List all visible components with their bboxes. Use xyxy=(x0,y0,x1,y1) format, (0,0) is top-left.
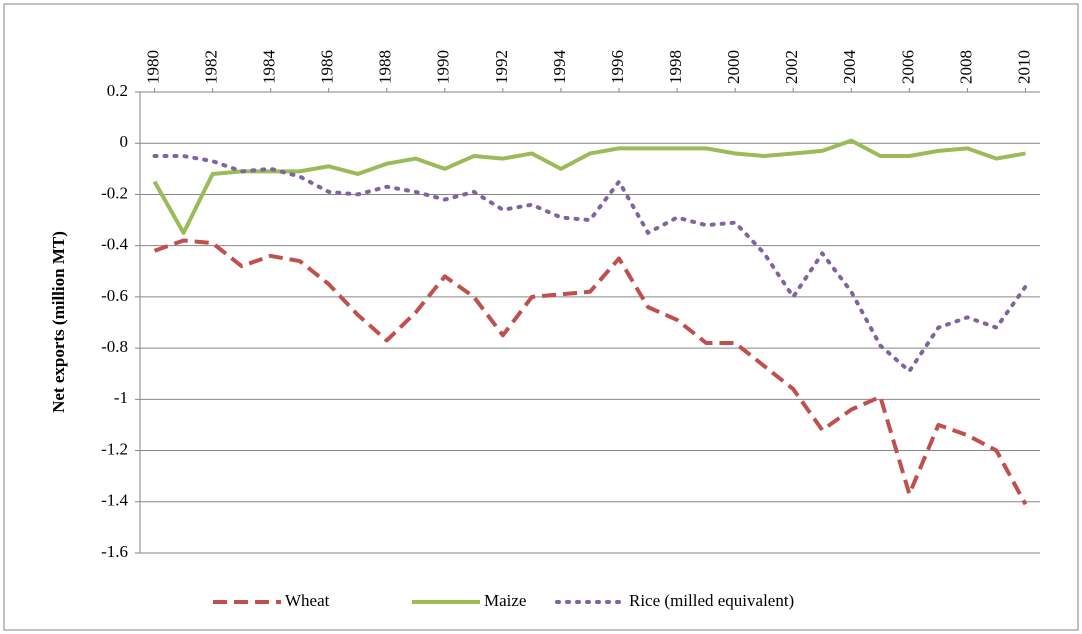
x-tick-label: 2000 xyxy=(724,50,743,84)
y-tick-label: 0 xyxy=(120,132,129,151)
y-tick-label: -0.6 xyxy=(101,286,128,305)
x-tick-label: 2006 xyxy=(898,50,917,84)
x-tick-label: 1998 xyxy=(666,50,685,84)
y-tick-label: -1.4 xyxy=(101,491,128,510)
x-tick-label: 1982 xyxy=(201,50,220,84)
legend-label: Wheat xyxy=(285,591,330,610)
x-tick-label: 1990 xyxy=(434,50,453,84)
x-tick-label: 1988 xyxy=(376,50,395,84)
y-tick-label: -0.8 xyxy=(101,337,128,356)
y-tick-label: -1 xyxy=(114,388,128,407)
x-tick-label: 1984 xyxy=(260,50,279,85)
data-line xyxy=(152,138,1026,235)
y-tick-label: -1.6 xyxy=(101,542,128,561)
x-tick-label: 2008 xyxy=(956,50,975,84)
x-tick-label: 2002 xyxy=(782,50,801,84)
x-tick-label: 1980 xyxy=(143,50,162,84)
y-axis-label: Net exports (million MT) xyxy=(49,231,68,413)
legend-label: Maize xyxy=(484,591,526,610)
y-tick-label: -0.2 xyxy=(101,183,128,202)
x-tick-label: 1994 xyxy=(550,50,569,85)
y-tick-label: 0.2 xyxy=(107,81,128,100)
x-tick-label: 1992 xyxy=(492,50,511,84)
legend-label: Rice (milled equivalent) xyxy=(629,591,794,610)
x-tick-label: 1996 xyxy=(608,50,627,84)
data-line xyxy=(152,154,1028,374)
chart-border xyxy=(3,3,1079,631)
y-tick-label: -0.4 xyxy=(101,235,128,254)
x-tick-label: 2010 xyxy=(1014,50,1033,84)
y-tick-label: -1.2 xyxy=(101,439,128,458)
x-tick-label: 1986 xyxy=(318,50,337,84)
data-line xyxy=(153,238,1028,506)
x-tick-label: 2004 xyxy=(840,50,859,85)
